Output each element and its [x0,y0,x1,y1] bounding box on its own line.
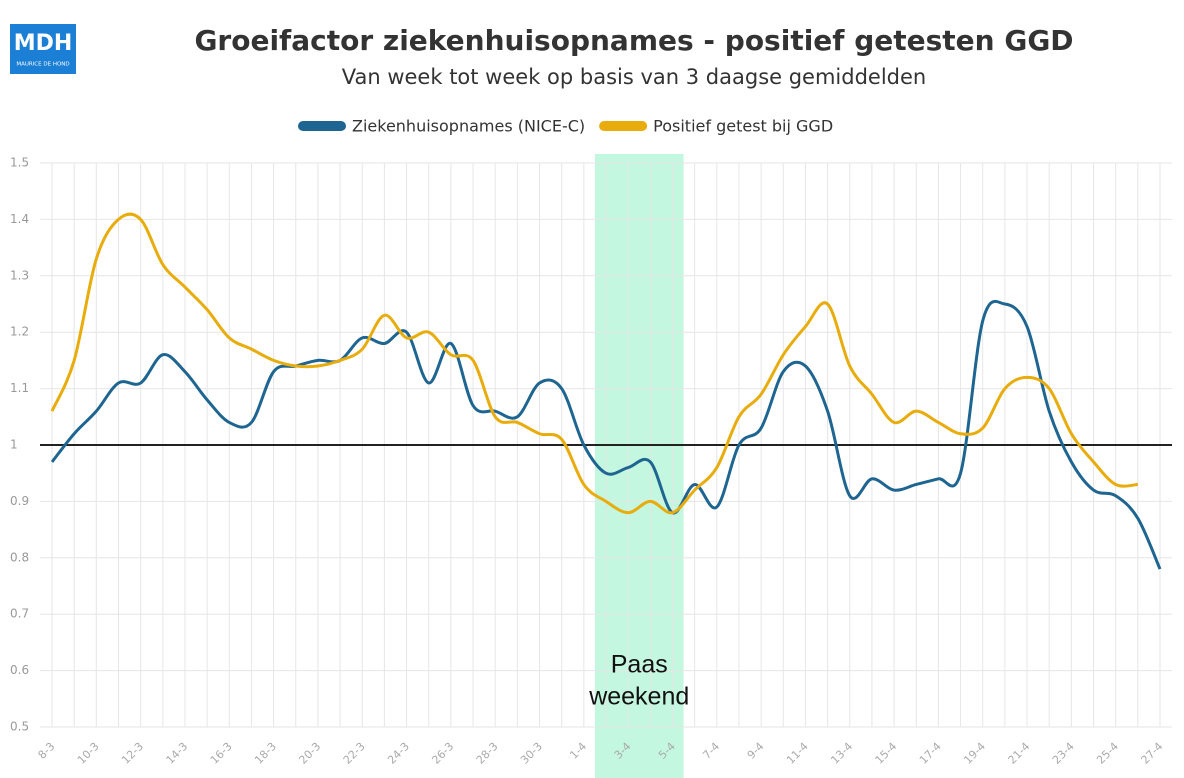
y-tick-label: 0.5 [10,720,29,734]
logo-text: MDH [14,31,73,56]
x-tick-label: 12-3 [119,740,146,767]
x-tick-label: 9-4 [745,740,767,762]
x-tick-label: 17-4 [917,740,944,767]
y-tick-label: 0.6 [10,663,29,677]
x-tick-label: 18-3 [252,740,279,767]
x-tick-label: 7-4 [700,740,722,762]
y-tick-label: 0.9 [10,494,29,508]
y-tick-label: 1.3 [10,268,29,282]
y-tick-label: 0.8 [10,550,29,564]
chart-subtitle: Van week tot week op basis van 3 daagse … [342,65,927,89]
x-tick-label: 13-4 [828,740,855,767]
y-tick-label: 1 [10,438,18,452]
highlight-band [594,154,684,778]
logo-subtext: MAURICE DE HOND [16,62,69,68]
x-tick-label: 25-4 [1094,740,1121,767]
legend-label: Ziekenhuisopnames (NICE-C) [352,117,585,136]
series-line [50,300,1162,570]
y-tick-label: 1.5 [10,156,29,170]
x-tick-label: 24-3 [385,740,412,767]
x-tick-label: 20-3 [296,740,323,767]
x-tick-label: 10-3 [75,740,102,767]
x-tick-label: 8-3 [36,740,58,762]
highlight-label: weekend [588,683,689,711]
x-tick-label: 11-4 [784,740,811,767]
legend-swatch [298,121,346,131]
y-tick-label: 0.7 [10,607,29,621]
x-tick-label: 28-3 [474,740,501,767]
x-tick-label: 30-3 [518,740,545,767]
highlight-label: Paas [611,651,668,679]
chart-title: Groeifactor ziekenhuisopnames - positief… [194,24,1073,57]
x-tick-label: 15-4 [873,740,900,767]
y-tick-label: 1.2 [10,325,29,339]
logo-box [10,24,76,74]
x-tick-label: 21-4 [1006,740,1033,767]
legend-label: Positief getest bij GGD [653,117,833,136]
x-tick-label: 1-4 [567,740,589,762]
x-tick-label: 22-3 [341,740,368,767]
legend-swatch [599,121,648,131]
x-tick-label: 19-4 [961,740,988,767]
y-tick-label: 1.1 [10,381,29,395]
x-tick-label: 16-3 [208,740,235,767]
x-tick-label: 23-4 [1050,740,1077,767]
series-line [50,212,1138,515]
x-tick-label: 27-4 [1139,740,1166,767]
x-tick-label: 26-3 [429,740,456,767]
y-tick-label: 1.4 [10,212,29,226]
x-tick-label: 14-3 [164,740,191,767]
